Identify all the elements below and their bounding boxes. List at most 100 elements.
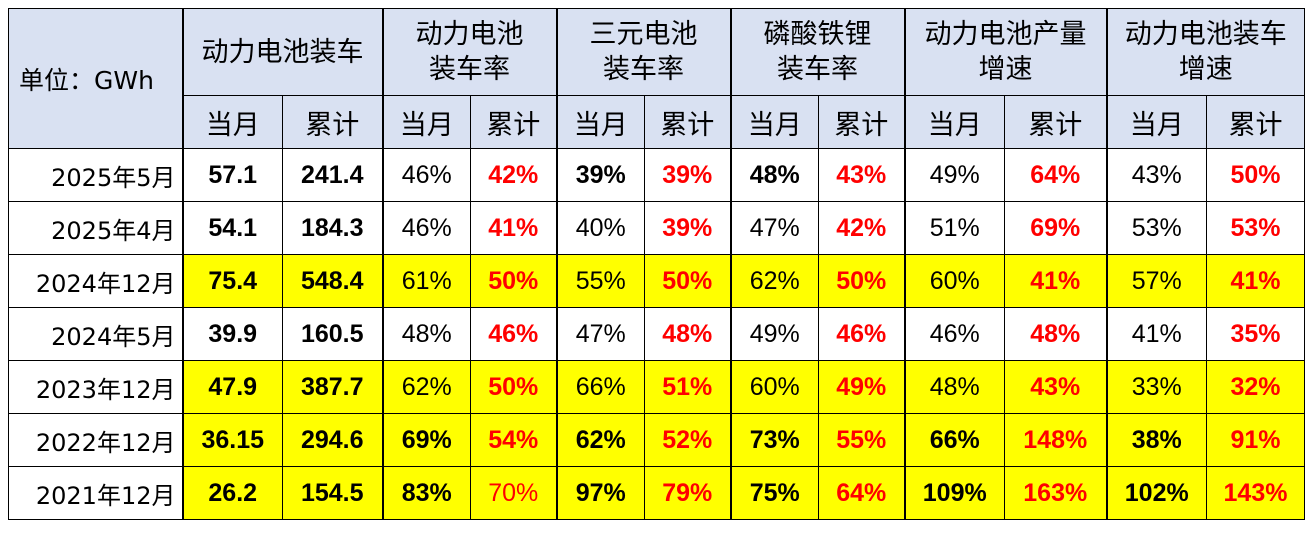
table-cell: 41% [470, 201, 557, 255]
table-cell: 46% [818, 307, 905, 361]
table-cell: 51% [644, 360, 731, 414]
table-cell: 43% [818, 148, 905, 202]
table-cell: 62% [555, 413, 645, 467]
table-cell: 47% [555, 307, 645, 361]
table-cell: 50% [470, 254, 557, 308]
subheader-monthly: 当月 [381, 95, 471, 149]
table-cell: 163% [1004, 466, 1107, 520]
subheader-monthly: 当月 [903, 95, 1005, 149]
table-cell: 70% [470, 466, 557, 520]
table-cell: 36.15 [181, 413, 283, 467]
table-cell: 54% [470, 413, 557, 467]
table-cell: 41% [1105, 307, 1207, 361]
table-row: 2024年5月 39.9 160.5 48% 46% 47% 48% 49% 46% 46% 48%… [8, 307, 1305, 361]
table-cell: 66% [903, 413, 1005, 467]
table-cell: 184.3 [282, 201, 383, 255]
table-row: 2023年12月 47.9 387.7 62% 50% 66% 51% 60% 49% 48% 43… [8, 360, 1305, 414]
table-cell: 50% [818, 254, 905, 308]
table-cell: 57% [1105, 254, 1207, 308]
row-label: 2025年4月 [8, 201, 183, 255]
table-cell: 241.4 [282, 148, 383, 202]
table-cell: 548.4 [282, 254, 383, 308]
table-cell: 41% [1206, 254, 1305, 308]
table-cell: 50% [470, 360, 557, 414]
table-cell: 55% [555, 254, 645, 308]
table-cell: 39% [644, 148, 731, 202]
table-cell: 49% [729, 307, 819, 361]
table-cell: 109% [903, 466, 1005, 520]
table-cell: 64% [818, 466, 905, 520]
table-cell: 32% [1206, 360, 1305, 414]
group-header-line2: 增速 [1178, 54, 1233, 85]
group-header-line1: 三元电池 [589, 19, 698, 50]
table-cell: 97% [555, 466, 645, 520]
table-cell: 66% [555, 360, 645, 414]
table-cell: 48% [903, 360, 1005, 414]
table-cell: 38% [1105, 413, 1207, 467]
table-cell: 73% [729, 413, 819, 467]
table-row: 2022年12月 36.15 294.6 69% 54% 62% 52% 73% 55% 66% 1… [8, 413, 1305, 467]
row-label: 2024年12月 [8, 254, 183, 308]
table-cell: 26.2 [181, 466, 283, 520]
table-cell: 51% [903, 201, 1005, 255]
table-cell: 46% [381, 148, 471, 202]
table-cell: 46% [470, 307, 557, 361]
group-header-install-growth: 动力电池装车 增速 [1105, 8, 1305, 96]
table-cell: 40% [555, 201, 645, 255]
table-cell: 46% [903, 307, 1005, 361]
table-cell: 43% [1105, 148, 1207, 202]
group-header-line2: 增速 [978, 54, 1033, 85]
table-cell: 48% [644, 307, 731, 361]
table-cell: 35% [1206, 307, 1305, 361]
table-cell: 148% [1004, 413, 1107, 467]
table-cell: 50% [1206, 148, 1305, 202]
subheader-cumulative: 累计 [644, 95, 731, 149]
group-header-line1: 动力电池产量 [924, 19, 1087, 50]
table-cell: 48% [1004, 307, 1107, 361]
group-header-installed: 动力电池装车 [181, 8, 383, 96]
table-cell: 69% [1004, 201, 1107, 255]
table-row: 2021年12月 26.2 154.5 83% 70% 97% 79% 75% 64% 109% 1… [8, 466, 1305, 520]
unit-label: 单位：GWh [8, 8, 183, 149]
table-cell: 39% [555, 148, 645, 202]
subheader-cumulative: 累计 [1206, 95, 1305, 149]
group-header-line1: 磷酸铁锂 [763, 19, 872, 50]
table-cell: 143% [1206, 466, 1305, 520]
group-header-line1: 动力电池装车 [1124, 19, 1287, 50]
subheader-cumulative: 累计 [282, 95, 383, 149]
group-header-ternary-rate: 三元电池 装车率 [555, 8, 731, 96]
table-cell: 160.5 [282, 307, 383, 361]
group-header-line1: 动力电池装车 [201, 36, 364, 68]
group-header-install-rate: 动力电池 装车率 [381, 8, 557, 96]
table-cell: 61% [381, 254, 471, 308]
table-cell: 33% [1105, 360, 1207, 414]
table-cell: 42% [818, 201, 905, 255]
group-header-line2: 装车率 [603, 54, 684, 85]
table-cell: 49% [903, 148, 1005, 202]
row-label: 2022年12月 [8, 413, 183, 467]
table-cell: 50% [644, 254, 731, 308]
table-cell: 154.5 [282, 466, 383, 520]
group-header-output-growth: 动力电池产量 增速 [903, 8, 1107, 96]
table-cell: 53% [1105, 201, 1207, 255]
table-cell: 52% [644, 413, 731, 467]
group-header-lfp-rate: 磷酸铁锂 装车率 [729, 8, 905, 96]
group-header-line2: 装车率 [777, 54, 858, 85]
table-cell: 60% [729, 360, 819, 414]
subheader-monthly: 当月 [181, 95, 283, 149]
header-row-periods: 当月 累计 当月 累计 当月 累计 当月 累计 当月 累计 当月 累计 [9, 95, 1305, 149]
subheader-monthly: 当月 [729, 95, 819, 149]
table-cell: 64% [1004, 148, 1107, 202]
table-cell: 75.4 [181, 254, 283, 308]
table-cell: 48% [729, 148, 819, 202]
table-row: 2025年5月 57.1 241.4 46% 42% 39% 39% 48% 43% 49% 64%… [8, 148, 1305, 202]
row-label: 2025年5月 [8, 148, 183, 202]
subheader-cumulative: 累计 [818, 95, 905, 149]
table-row: 2024年12月 75.4 548.4 61% 50% 55% 50% 62% 50% 60% 41… [8, 254, 1305, 308]
table-cell: 62% [381, 360, 471, 414]
table-cell: 46% [381, 201, 471, 255]
table-cell: 69% [381, 413, 471, 467]
table-cell: 39% [644, 201, 731, 255]
table-cell: 60% [903, 254, 1005, 308]
group-header-line2: 装车率 [429, 54, 510, 85]
